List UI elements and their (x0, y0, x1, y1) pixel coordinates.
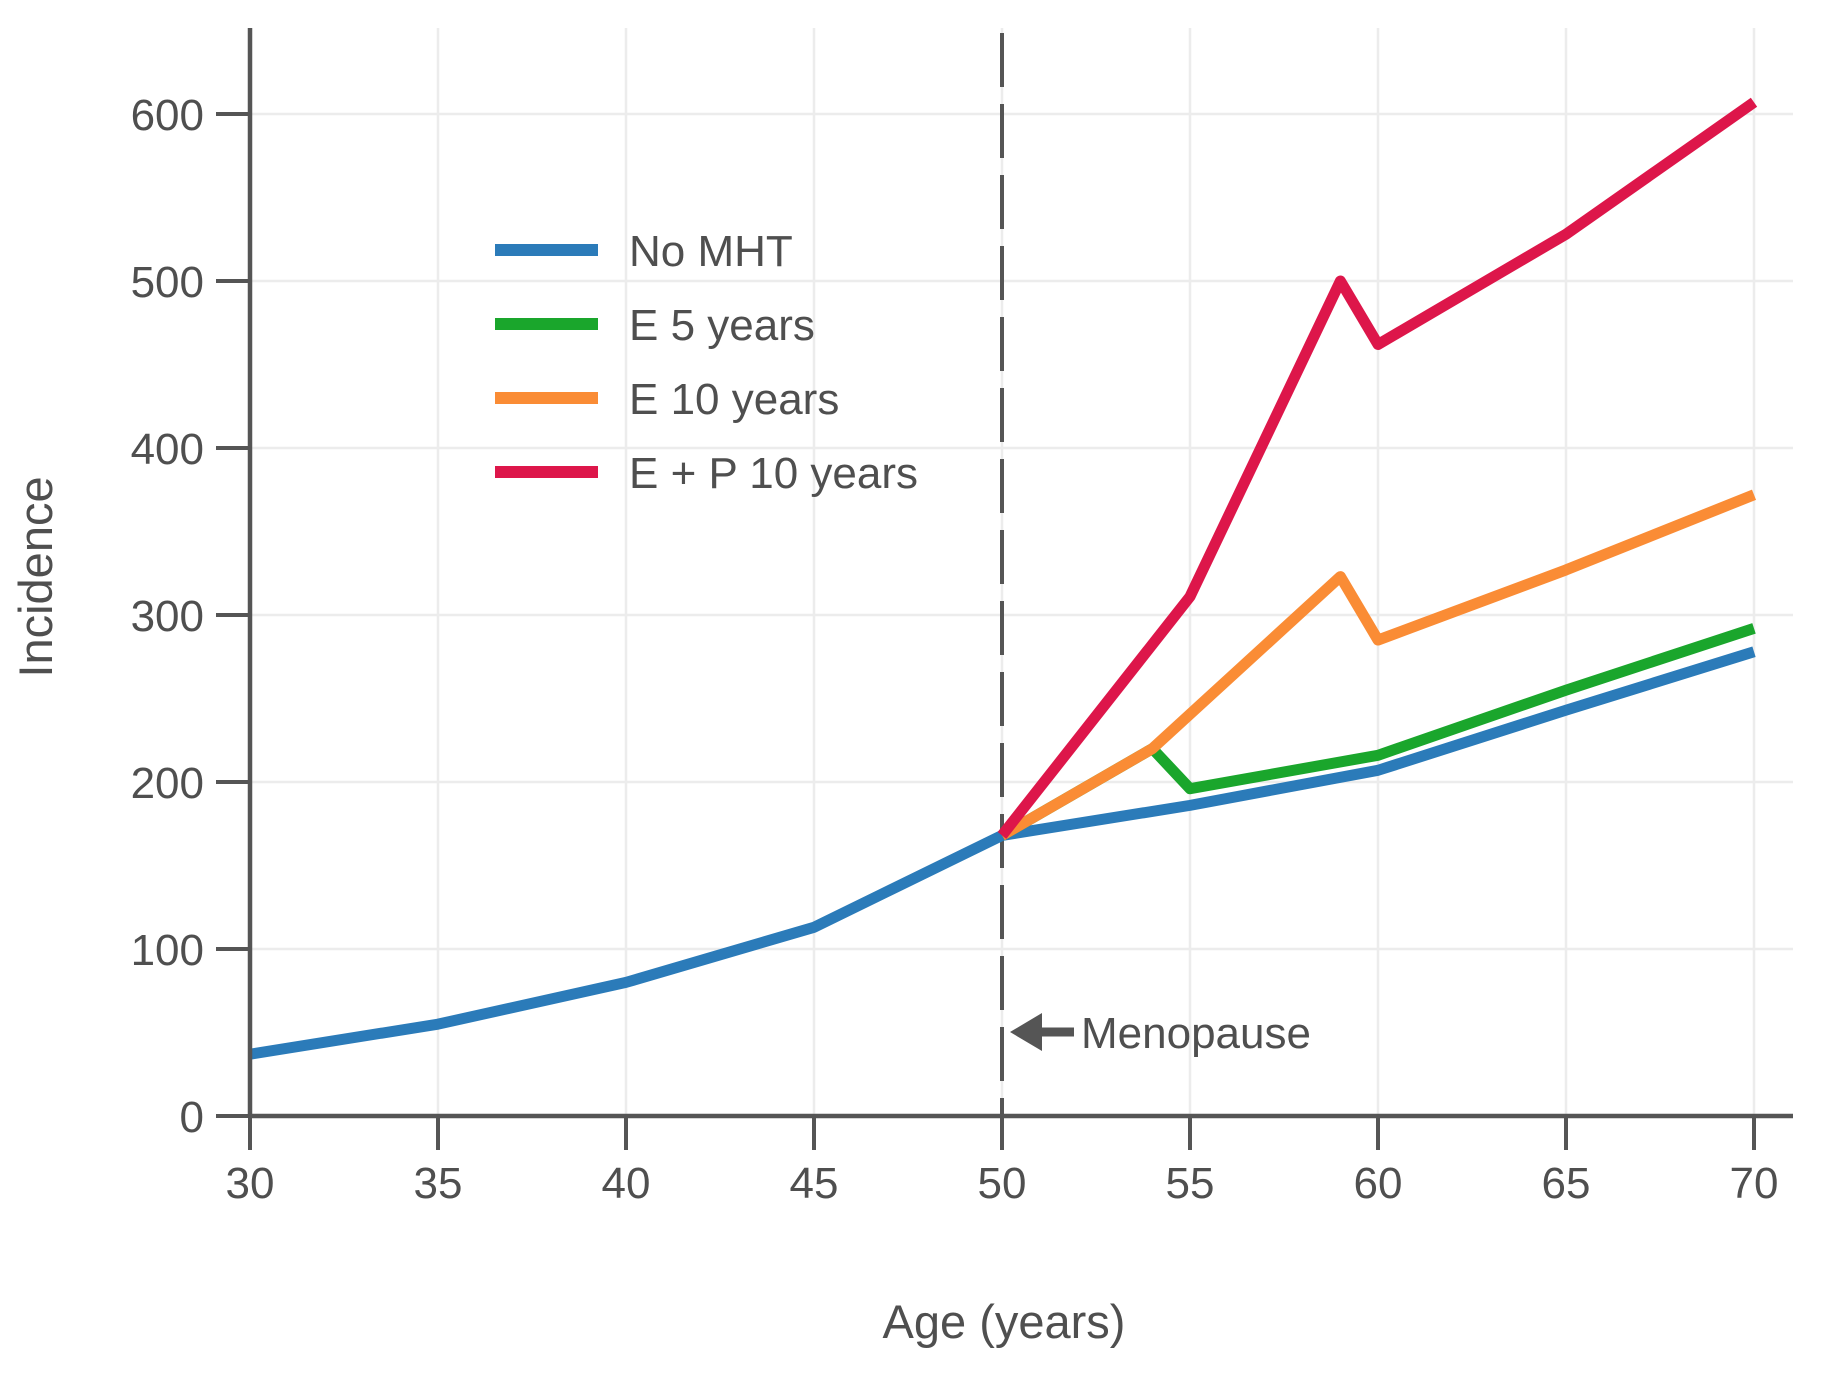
legend-item-e-p-10-years: E + P 10 years (495, 449, 918, 498)
y-tick-label: 400 (131, 425, 204, 474)
x-tick-label: 60 (1354, 1159, 1403, 1208)
y-tick-label: 200 (131, 759, 204, 808)
axes-layer (216, 28, 1793, 1150)
x-tick-label: 50 (978, 1159, 1027, 1208)
menopause-annotation: Menopause (1010, 1009, 1311, 1058)
legend-item-label: E 5 years (629, 301, 815, 350)
x-tick-label: 55 (1166, 1159, 1215, 1208)
series-line-e-p-10-years (997, 97, 1758, 839)
y-axis-label: Incidence (9, 476, 62, 677)
x-tick-label: 70 (1730, 1159, 1779, 1208)
legend-item-e-10-years: E 10 years (495, 375, 839, 424)
data-series-layer (249, 97, 1758, 1060)
x-tick-label: 65 (1542, 1159, 1591, 1208)
y-tick-label: 500 (131, 258, 204, 307)
x-tick-label: 45 (790, 1159, 839, 1208)
x-tick-label: 40 (602, 1159, 651, 1208)
legend-item-e-5-years: E 5 years (495, 301, 815, 350)
legend-item-no-mht: No MHT (495, 227, 793, 276)
x-tick-label: 30 (226, 1159, 275, 1208)
y-tick-label: 100 (131, 926, 204, 975)
y-tick-label: 600 (131, 91, 204, 140)
legend-item-label: E + P 10 years (629, 449, 918, 498)
x-axis-label: Age (years) (883, 1295, 1126, 1348)
x-tick-label: 35 (414, 1159, 463, 1208)
legend-item-label: No MHT (629, 227, 793, 276)
legend: No MHT E 5 years E 10 years E + P 10 years (495, 227, 918, 498)
series-line-e-10-years (999, 489, 1757, 841)
y-tick-label: 300 (131, 592, 204, 641)
menopause-label: Menopause (1081, 1009, 1311, 1058)
tick-label-layer: 30 35 40 45 50 55 60 65 70 0 100 200 300 400 500 600 (131, 91, 1779, 1208)
left-arrow-icon (1010, 1013, 1074, 1051)
legend-item-label: E 10 years (629, 375, 839, 424)
y-tick-label: 0 (180, 1093, 204, 1142)
